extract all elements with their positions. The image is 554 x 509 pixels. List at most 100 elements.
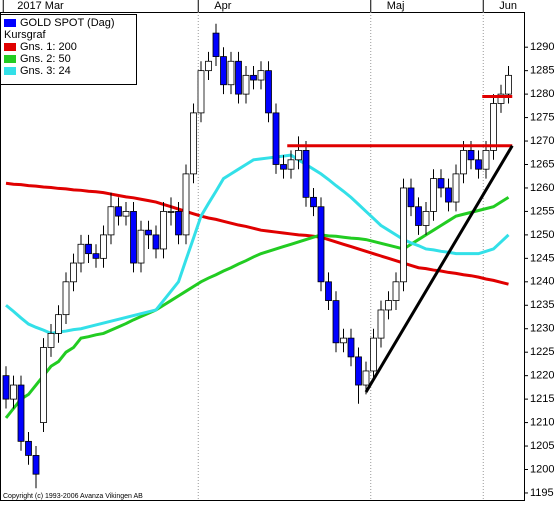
y-tick-label: 1250 [530,229,554,241]
candles [2,23,512,489]
candle-body [437,178,445,189]
y-tick-label: 1280 [530,88,554,100]
candle-body [160,211,167,250]
legend-note: Kursgraf [4,29,47,41]
x-tick-label: 2017 Mar [17,0,64,12]
trend-lines [287,94,514,393]
y-tick-label: 1260 [530,182,554,194]
candle-body [205,60,212,72]
candle-body [197,70,205,114]
y-tick-label: 1205 [530,440,554,452]
candle-body [107,206,115,236]
candle-body [362,370,370,386]
x-tick-label: Maj [387,0,405,12]
candle-body [167,211,175,213]
copyright: Copyright (c) 1993-2006 Avanza Vikingen … [3,493,143,500]
candle-body [392,281,400,301]
candle-body [482,150,490,170]
y-tick-label: 1275 [530,111,554,123]
candle-body [490,103,497,151]
candle-body [272,112,280,165]
candle-body [505,74,512,95]
y-tick-label: 1265 [530,158,554,170]
candle-body [250,74,257,81]
candle-body [460,150,467,175]
candle-body [40,347,47,423]
candle-body [280,164,287,170]
candle-body [325,281,332,301]
candle-body [340,337,347,344]
candle-body [497,93,505,104]
candle-body [17,384,25,442]
candle-body [152,234,160,250]
candle-body [122,211,130,217]
candle-body [55,314,62,334]
legend-label: Gns. 1: 200 [20,41,77,53]
candle-body [452,173,460,203]
candle-body [77,243,85,264]
legend-box [0,14,137,85]
candle-body [415,206,422,226]
y-tick-label: 1200 [530,463,554,475]
y-tick-label: 1245 [530,252,554,264]
y-tick-label: 1210 [530,416,554,428]
moving-average [4,196,510,419]
x-tick-label: Jun [499,0,517,12]
candle-body [220,56,227,86]
y-tick-label: 1215 [530,393,554,405]
candle-body [347,337,355,358]
candle-body [400,187,407,283]
candle-body [32,455,40,475]
candle-body [25,440,32,456]
candle-body [130,211,137,264]
candle-body [355,356,362,386]
y-tick-label: 1235 [530,299,554,311]
candle-body [332,300,340,344]
plot-frame [0,12,525,501]
candle-body [137,229,145,264]
candle-body [310,196,317,208]
candle-body [475,159,482,170]
candle-body [377,309,385,339]
candle-body [92,253,100,259]
y-tick-label: 1225 [530,346,554,358]
legend-label: GOLD SPOT (Dag) [20,17,115,29]
candle-body [445,187,452,203]
candle-body [190,112,197,175]
legend-label: Gns. 2: 50 [20,53,71,65]
moving-average [5,153,510,335]
candle-body [257,70,265,81]
x-tick-label: Apr [214,0,231,12]
candle-body [100,234,107,259]
candle-body [227,60,235,86]
candle-body [182,173,190,236]
candle-body [407,187,415,208]
candle-body [70,262,77,283]
y-tick-label: 1220 [530,370,554,382]
lines [4,153,510,419]
y-tick-label: 1195 [530,487,554,499]
candle-body [467,150,475,161]
candle-body [430,178,437,212]
candle-body [265,70,272,114]
candle-body [85,243,92,255]
y-tick-label: 1290 [530,41,554,53]
y-tick-label: 1285 [530,65,554,77]
legend-swatch [4,55,16,63]
candle-body [287,159,295,170]
candle-body [302,150,310,198]
y-tick-label: 1255 [530,205,554,217]
candle-body [422,211,430,226]
legend-swatch [4,43,16,51]
candle-body [2,375,10,400]
candle-body [212,32,220,57]
candle-body [145,229,152,236]
y-tick-label: 1230 [530,323,554,335]
candle-body [317,206,325,283]
y-tick-label: 1240 [530,276,554,288]
trend-line [364,144,514,393]
candle-body [385,300,392,311]
candle-body [175,211,182,236]
